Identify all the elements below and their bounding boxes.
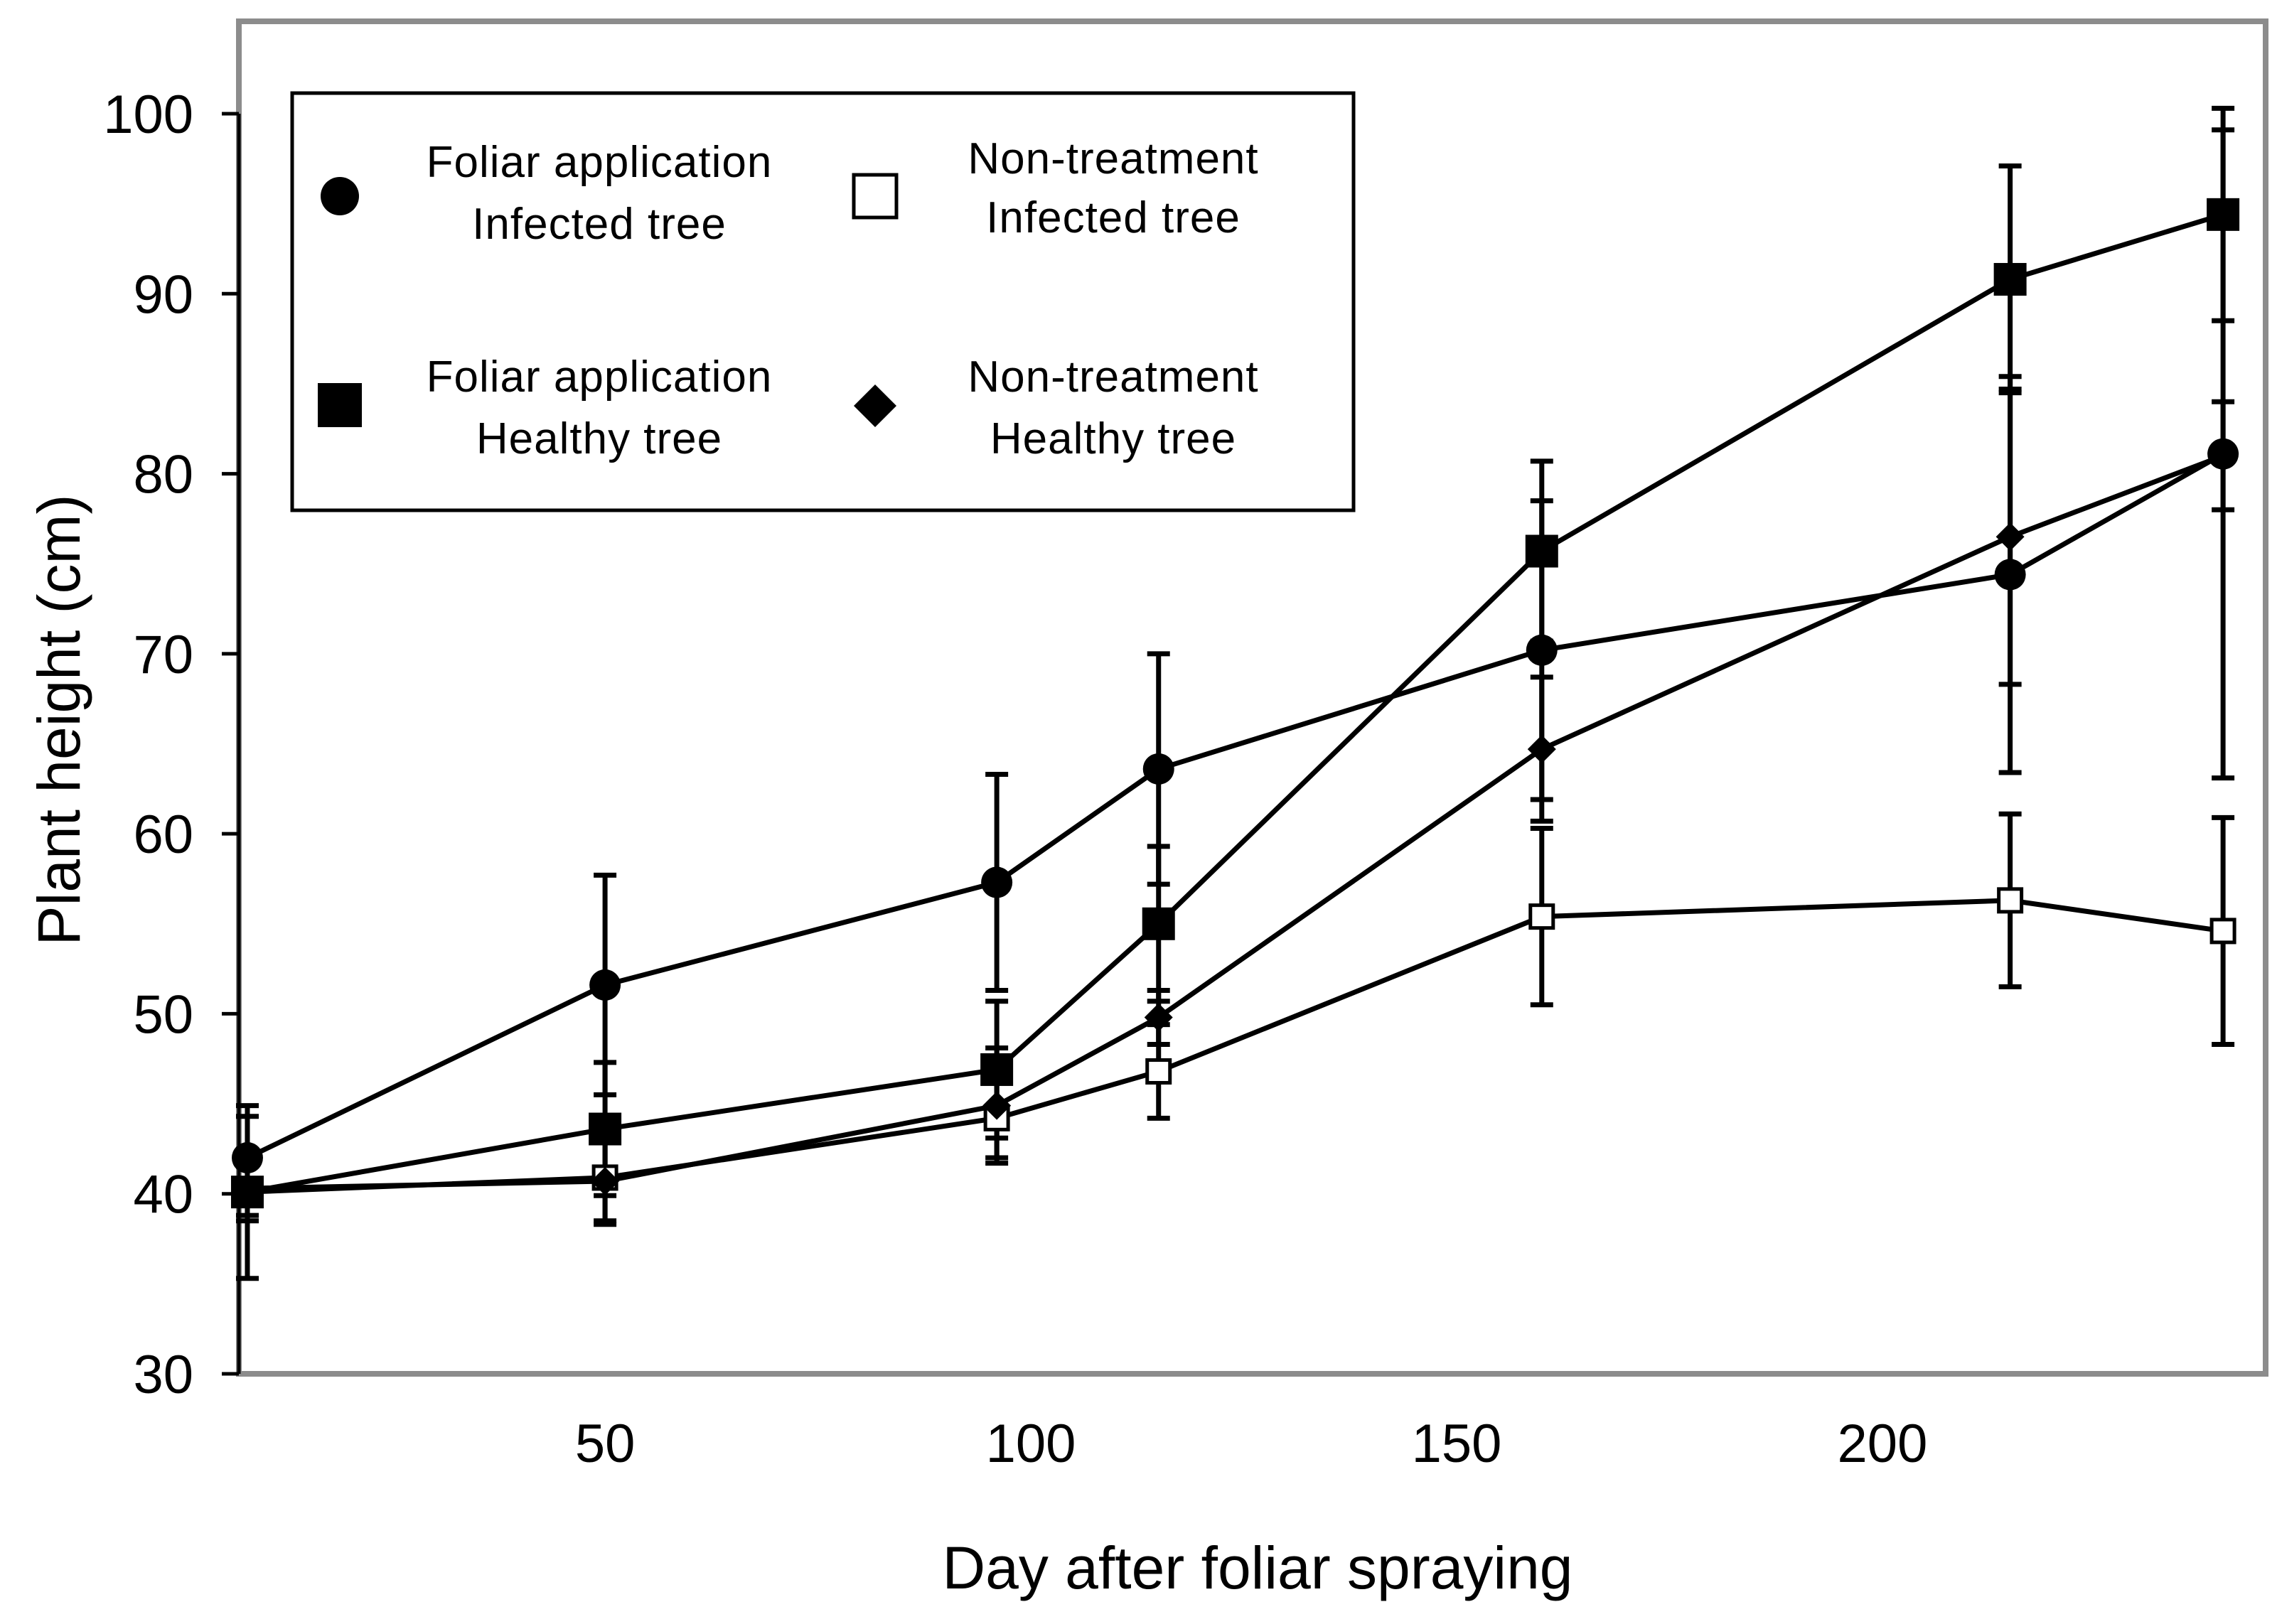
legend-box	[290, 91, 1356, 512]
point-s1-p4	[1528, 903, 1555, 930]
point-s3-p1	[591, 1166, 620, 1195]
x-tick-label-100: 100	[986, 1414, 1076, 1474]
point-s1-p5	[1997, 887, 2024, 914]
legend-marker-open-square	[852, 173, 899, 220]
point-s1-p6	[2209, 918, 2236, 945]
x-tick-label-150: 150	[1412, 1414, 1502, 1474]
legend-label-s1-line1: Non-treatment	[968, 134, 1258, 183]
point-s3-p4	[1527, 735, 1556, 764]
point-s3-p3	[1144, 1003, 1173, 1032]
x-axis-title: Day after foliar spraying	[942, 1534, 1573, 1601]
point-s2-p4	[1525, 534, 1558, 568]
y-tick-label-30: 30	[133, 1345, 193, 1405]
point-s3-p5	[1995, 522, 2025, 552]
point-s3-p6	[2209, 441, 2238, 470]
legend-label-s2-line2: Healthy tree	[476, 414, 722, 463]
point-s2-p2	[980, 1053, 1014, 1086]
y-tick-label-100: 100	[103, 85, 193, 145]
y-tick-label-80: 80	[133, 445, 193, 505]
y-tick-label-40: 40	[133, 1165, 193, 1225]
y-tick-label-90: 90	[133, 264, 193, 325]
point-s3-p2	[982, 1091, 1012, 1120]
point-s2-p1	[589, 1112, 622, 1146]
legend-label-s0-line2: Infected tree	[472, 200, 727, 249]
y-axis-ticks: 30 40 50 60 70 80 90 100	[103, 85, 239, 1405]
point-s0-p2	[981, 866, 1013, 898]
legend-label-s2-line1: Foliar application	[427, 353, 773, 402]
series-layer	[230, 105, 2240, 1281]
point-s0-p4	[1526, 634, 1558, 666]
legend-label-s3-line1: Non-treatment	[968, 353, 1258, 402]
x-tick-label-50: 50	[575, 1414, 636, 1474]
series-2-markers	[230, 198, 2240, 1209]
series-3-markers	[232, 441, 2238, 1203]
legend: Foliar application Infected tree Non-tre…	[290, 91, 1356, 512]
point-s3-p0	[232, 1174, 262, 1203]
point-s2-p5	[1993, 263, 2027, 296]
x-tick-label-200: 200	[1838, 1414, 1928, 1474]
y-tick-label-60: 60	[133, 805, 193, 865]
legend-marker-square	[318, 383, 362, 427]
legend-label-s0-line1: Foliar application	[427, 138, 773, 187]
y-tick-label-70: 70	[133, 625, 193, 685]
point-s0-p3	[1142, 753, 1174, 785]
legend-marker-diamond	[854, 385, 896, 427]
point-s1-p3	[1145, 1058, 1172, 1085]
point-s2-p3	[1142, 907, 1175, 940]
point-s2-p6	[2207, 198, 2240, 231]
y-tick-label-50: 50	[133, 984, 193, 1045]
legend-label-s3-line2: Healthy tree	[990, 414, 1236, 463]
point-s0-p5	[1994, 559, 2026, 591]
y-axis-title: Plant height (cm)	[26, 495, 92, 946]
legend-label-s1-line2: Infected tree	[986, 193, 1241, 242]
point-s0-p1	[589, 969, 621, 1001]
legend-marker-circle	[321, 177, 359, 215]
point-s0-p0	[231, 1142, 263, 1174]
x-axis-ticks: 50 100 150 200	[575, 1414, 1928, 1474]
